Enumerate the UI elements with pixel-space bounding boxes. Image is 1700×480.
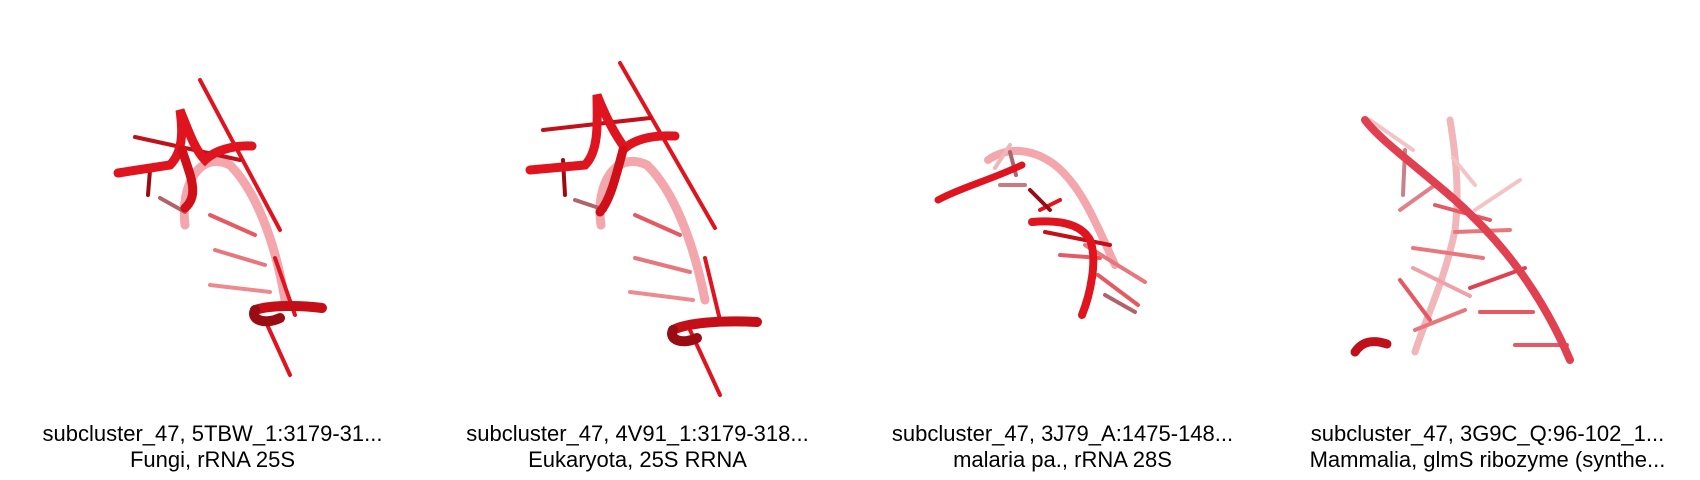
rna-structure-image-1 <box>113 78 327 377</box>
rna-structure-image-2 <box>525 61 762 397</box>
caption-line-1: subcluster_47, 5TBW_1:3179-31... <box>42 421 383 446</box>
caption-line-1: subcluster_47, 3J79_A:1475-148... <box>891 421 1234 446</box>
caption-line-2: Eukaryota, 25S RRNA <box>528 447 747 472</box>
structure-panel-1: subcluster_47, 5TBW_1:3179-31... Fungi, … <box>0 0 425 480</box>
structure-panel-4: subcluster_47, 3G9C_Q:96-102_1... Mammal… <box>1275 0 1700 480</box>
caption-line-2: Mammalia, glmS ribozyme (synthe... <box>1309 447 1666 472</box>
structure-panel-2: subcluster_47, 4V91_1:3179-318... Eukary… <box>425 0 850 480</box>
structure-panel-3: subcluster_47, 3J79_A:1475-148... malari… <box>850 0 1275 480</box>
caption-line-2: malaria pa., rRNA 28S <box>953 447 1172 472</box>
caption-line-1: subcluster_47, 3G9C_Q:96-102_1... <box>1310 421 1665 446</box>
caption-line-2: Fungi, rRNA 25S <box>129 447 296 472</box>
rna-structure-image-4 <box>1350 116 1574 364</box>
caption-line-1: subcluster_47, 4V91_1:3179-318... <box>466 421 809 446</box>
rna-structure-image-3 <box>934 143 1147 319</box>
